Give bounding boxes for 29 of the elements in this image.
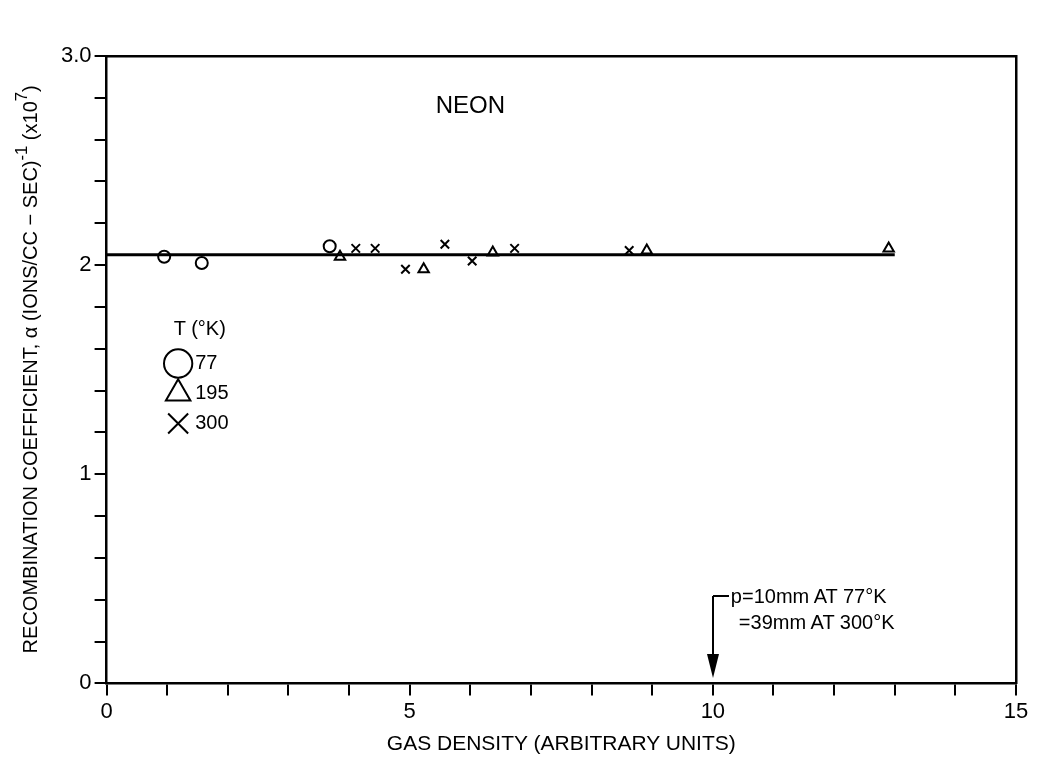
y-tick-label: 0 <box>79 669 92 695</box>
point <box>350 243 362 254</box>
point <box>194 256 209 271</box>
legend-label: 195 <box>195 381 229 404</box>
point <box>333 249 347 261</box>
text: NEON <box>435 91 506 119</box>
point <box>400 264 411 275</box>
point <box>486 245 499 257</box>
y-tick-label: 1 <box>79 460 92 486</box>
annotation: p=10mm AT 77°K =39mm AT 300°K <box>730 584 895 636</box>
point <box>439 238 451 250</box>
point <box>157 249 172 264</box>
x-axis-title: GAS DENSITY (ARBITRARY UNITS) <box>386 731 736 755</box>
legend-label: 300 <box>195 411 229 434</box>
point <box>466 255 478 267</box>
x-tick-label: 15 <box>1003 697 1029 723</box>
point <box>369 243 381 254</box>
y-tick-label: 3.0 <box>60 42 92 68</box>
x-tick-label: 5 <box>403 697 416 723</box>
legend-title: T (°K) <box>173 317 226 340</box>
point <box>640 243 653 255</box>
point <box>417 262 430 274</box>
point <box>509 243 520 254</box>
x-tick-label: 0 <box>100 697 113 723</box>
x-tick-label: 10 <box>700 697 726 723</box>
point <box>322 239 337 254</box>
y-tick-label: 2 <box>79 251 92 277</box>
point <box>882 241 895 253</box>
legend-label: 77 <box>195 351 218 374</box>
